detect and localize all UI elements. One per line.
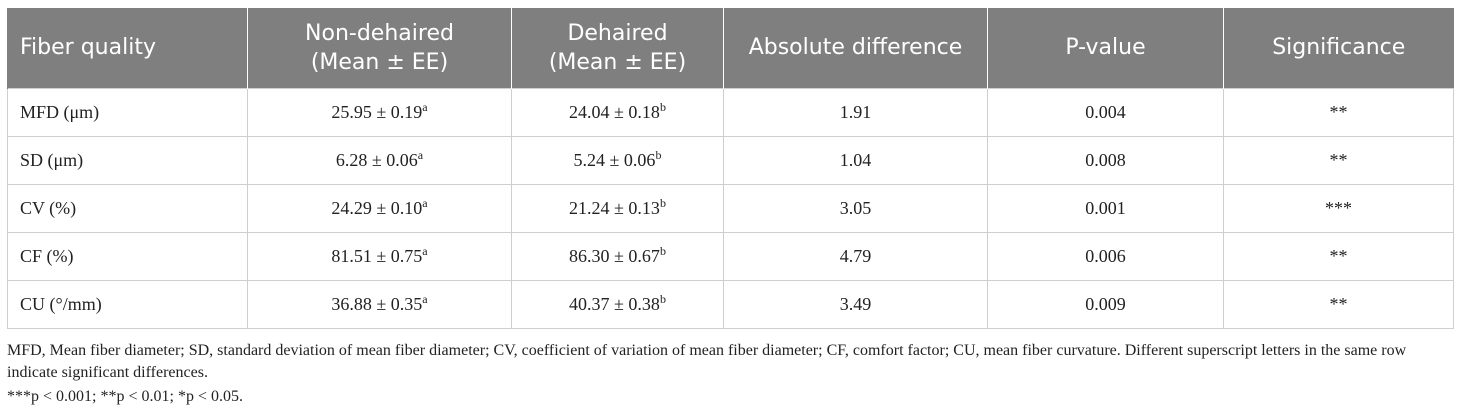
table-header: Fiber quality Non-dehaired (Mean ± EE) D… <box>7 8 1454 88</box>
superscript-letter: a <box>422 291 428 306</box>
cell-p-value: 0.004 <box>987 87 1224 137</box>
cell-value: 24.04 ± 0.18 <box>569 101 660 122</box>
header-label: Dehaired <box>567 20 668 46</box>
cell-value: 25.95 ± 0.19 <box>331 101 423 122</box>
cell-dehaired: 5.24 ± 0.06b <box>511 135 724 185</box>
superscript-letter: b <box>655 147 662 162</box>
cell-p-value: 0.009 <box>987 279 1224 329</box>
fiber-quality-table: Fiber quality Non-dehaired (Mean ± EE) D… <box>7 8 1454 329</box>
cell-significance: ** <box>1223 87 1454 137</box>
superscript-letter: a <box>422 195 428 210</box>
header-label: P-value <box>1065 35 1146 61</box>
cell-value: 40.37 ± 0.38 <box>569 293 660 314</box>
superscript-letter: a <box>417 147 424 162</box>
header-non-dehaired: Non-dehaired (Mean ± EE) <box>247 8 512 88</box>
superscript-letter: a <box>422 243 428 258</box>
cell-difference: 3.49 <box>723 279 988 329</box>
cell-p-value: 0.008 <box>987 135 1224 185</box>
cell-significance: *** <box>1223 183 1454 233</box>
table-row: SD (μm) 6.28 ± 0.06a 5.24 ± 0.06b 1.04 0… <box>7 135 1454 185</box>
superscript-letter: a <box>422 99 428 114</box>
cell-value: 36.88 ± 0.35 <box>331 293 423 314</box>
cell-difference: 3.05 <box>723 183 988 233</box>
header-p-value: P-value <box>987 8 1224 88</box>
header-sublabel: (Mean ± EE) <box>310 49 449 75</box>
header-sublabel: (Mean ± EE) <box>548 49 687 75</box>
header-significance: Significance <box>1223 8 1454 88</box>
table-body: MFD (μm) 25.95 ± 0.19a 24.04 ± 0.18b 1.9… <box>7 87 1454 329</box>
cell-dehaired: 24.04 ± 0.18b <box>511 87 724 137</box>
header-absolute-difference: Absolute difference <box>723 8 988 88</box>
footnote-significance-levels: ***p < 0.001; **p < 0.01; *p < 0.05. <box>7 388 243 405</box>
header-label: Significance <box>1272 35 1406 61</box>
cell-non-dehaired: 25.95 ± 0.19a <box>247 87 512 137</box>
cell-fiber: CF (%) <box>7 231 248 281</box>
cell-non-dehaired: 81.51 ± 0.75a <box>247 231 512 281</box>
cell-difference: 1.04 <box>723 135 988 185</box>
header-label: Non-dehaired <box>305 20 454 46</box>
cell-difference: 1.91 <box>723 87 988 137</box>
superscript-letter: b <box>659 99 666 114</box>
superscript-letter: b <box>659 243 666 258</box>
superscript-letter: b <box>659 291 666 306</box>
table-row: CF (%) 81.51 ± 0.75a 86.30 ± 0.67b 4.79 … <box>7 231 1454 281</box>
table-row: CU (°/mm) 36.88 ± 0.35a 40.37 ± 0.38b 3.… <box>7 279 1454 329</box>
cell-value: 81.51 ± 0.75 <box>331 245 423 266</box>
header-label: Absolute difference <box>748 35 963 61</box>
cell-significance: ** <box>1223 279 1454 329</box>
cell-value: 6.28 ± 0.06 <box>335 149 418 170</box>
cell-value: 86.30 ± 0.67 <box>569 245 660 266</box>
cell-significance: ** <box>1223 231 1454 281</box>
header-fiber-quality: Fiber quality <box>7 8 248 88</box>
cell-fiber: MFD (μm) <box>7 87 248 137</box>
cell-dehaired: 21.24 ± 0.13b <box>511 183 724 233</box>
cell-non-dehaired: 6.28 ± 0.06a <box>247 135 512 185</box>
superscript-letter: b <box>659 195 666 210</box>
cell-non-dehaired: 24.29 ± 0.10a <box>247 183 512 233</box>
cell-value: 21.24 ± 0.13 <box>569 197 660 218</box>
table-row: MFD (μm) 25.95 ± 0.19a 24.04 ± 0.18b 1.9… <box>7 87 1454 137</box>
table-row: CV (%) 24.29 ± 0.10a 21.24 ± 0.13b 3.05 … <box>7 183 1454 233</box>
cell-significance: ** <box>1223 135 1454 185</box>
header-dehaired: Dehaired (Mean ± EE) <box>511 8 724 88</box>
header-row: Fiber quality Non-dehaired (Mean ± EE) D… <box>7 8 1454 88</box>
cell-dehaired: 86.30 ± 0.67b <box>511 231 724 281</box>
cell-p-value: 0.006 <box>987 231 1224 281</box>
footnote-abbreviations: MFD, Mean fiber diameter; SD, standard d… <box>7 342 1407 381</box>
cell-value: 5.24 ± 0.06 <box>573 149 656 170</box>
cell-fiber: CU (°/mm) <box>7 279 248 329</box>
header-label: Fiber quality <box>20 35 156 61</box>
fiber-quality-table-container: Fiber quality Non-dehaired (Mean ± EE) D… <box>7 8 1454 329</box>
cell-non-dehaired: 36.88 ± 0.35a <box>247 279 512 329</box>
cell-dehaired: 40.37 ± 0.38b <box>511 279 724 329</box>
cell-fiber: CV (%) <box>7 183 248 233</box>
cell-difference: 4.79 <box>723 231 988 281</box>
cell-fiber: SD (μm) <box>7 135 248 185</box>
cell-p-value: 0.001 <box>987 183 1224 233</box>
cell-value: 24.29 ± 0.10 <box>331 197 423 218</box>
